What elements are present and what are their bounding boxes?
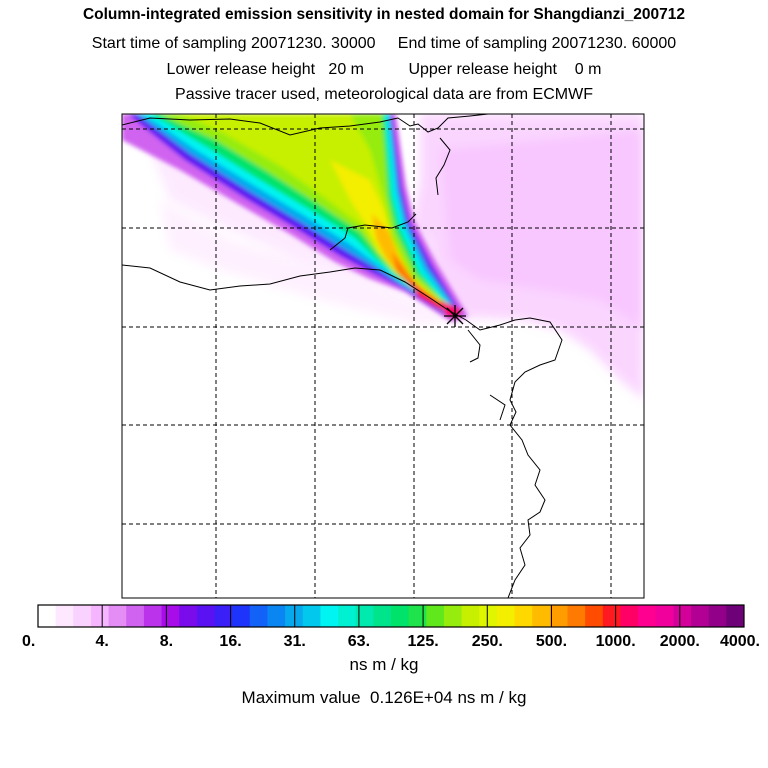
release-height-line: Lower release height 20 m Upper release … xyxy=(166,61,602,78)
colorbar-swatch xyxy=(479,605,498,627)
colorbar-swatch xyxy=(55,605,74,627)
colorbar-swatch xyxy=(443,605,462,627)
colorbar-tick-label: 0. xyxy=(22,633,35,650)
colorbar-swatch xyxy=(391,605,410,627)
coastlines xyxy=(122,114,563,598)
colorbar-swatch xyxy=(549,605,568,627)
colorbar-swatch xyxy=(514,605,533,627)
colorbar-swatch xyxy=(90,605,109,627)
colorbar-swatch xyxy=(673,605,692,627)
colorbar-swatch xyxy=(126,605,145,627)
colorbar-swatch xyxy=(532,605,551,627)
colorbar-swatch xyxy=(655,605,674,627)
colorbar-swatch xyxy=(108,605,127,627)
colorbar-swatch xyxy=(585,605,604,627)
colorbar xyxy=(38,605,745,627)
colorbar-tick-label: 500. xyxy=(536,633,567,650)
colorbar-swatch xyxy=(355,605,374,627)
colorbar-tick-label: 4000. xyxy=(720,633,760,650)
colorbar-tick-label: 16. xyxy=(219,633,241,650)
colorbar-swatch xyxy=(726,605,745,627)
colorbar-swatch xyxy=(338,605,357,627)
colorbar-swatch xyxy=(232,605,251,627)
colorbar-tick-label: 63. xyxy=(348,633,370,650)
colorbar-swatch xyxy=(691,605,710,627)
colorbar-swatch xyxy=(320,605,339,627)
colorbar-unit: ns m / kg xyxy=(349,655,419,674)
colorbar-swatch xyxy=(638,605,657,627)
chart-title: Column-integrated emission sensitivity i… xyxy=(82,6,686,23)
colorbar-swatch xyxy=(214,605,233,627)
colorbar-tick-label: 1000. xyxy=(596,633,636,650)
colorbar-swatch xyxy=(196,605,215,627)
colorbar-swatch xyxy=(373,605,392,627)
colorbar-swatch xyxy=(708,605,727,627)
tracer-info-line: Passive tracer used, meteorological data… xyxy=(175,86,593,103)
colorbar-swatch xyxy=(602,605,621,627)
colorbar-swatch xyxy=(620,605,639,627)
map-grid xyxy=(122,114,644,598)
colorbar-tick-label: 250. xyxy=(472,633,503,650)
colorbar-swatch xyxy=(285,605,304,627)
colorbar-swatch xyxy=(567,605,586,627)
colorbar-swatch xyxy=(161,605,180,627)
colorbar-tick-label: 2000. xyxy=(660,633,700,650)
colorbar-ticks: 0. 4. 8. 16. 31. 63. 125. 250. 500. 1000. 2000. 400… xyxy=(22,604,760,650)
colorbar-swatch xyxy=(496,605,515,627)
colorbar-swatch xyxy=(302,605,321,627)
colorbar-swatch xyxy=(249,605,268,627)
colorbar-swatch xyxy=(179,605,198,627)
colorbar-tick-label: 125. xyxy=(408,633,439,650)
colorbar-swatch xyxy=(267,605,286,627)
colorbar-tick-label: 31. xyxy=(284,633,306,650)
sensitivity-field xyxy=(122,114,644,400)
colorbar-swatch xyxy=(408,605,427,627)
colorbar-swatch xyxy=(426,605,445,627)
colorbar-frame xyxy=(37,604,745,628)
sampling-time-line: Start time of sampling 20071230. 30000 E… xyxy=(91,35,677,52)
colorbar-swatch xyxy=(73,605,92,627)
maximum-value-label: Maximum value 0.126E+04 ns m / kg xyxy=(241,688,527,707)
map-frame xyxy=(121,113,645,599)
release-site-star-icon xyxy=(444,305,466,327)
colorbar-tick-label: 4. xyxy=(96,633,109,650)
colorbar-swatch xyxy=(143,605,162,627)
colorbar-swatch xyxy=(38,605,57,627)
colorbar-swatch xyxy=(461,605,480,627)
colorbar-tick-label: 8. xyxy=(160,633,173,650)
